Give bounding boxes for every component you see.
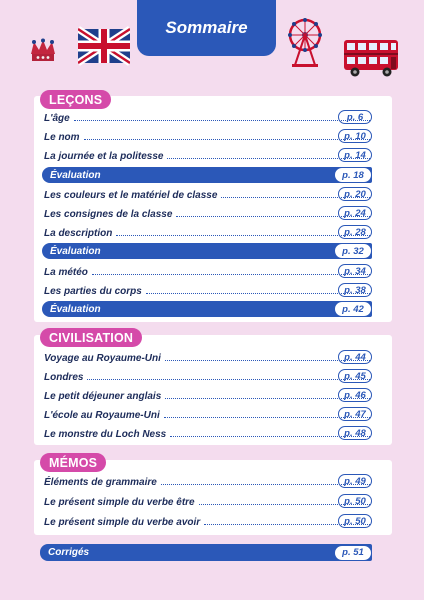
memos-card bbox=[34, 460, 392, 535]
toc-entry[interactable]: Le nom bbox=[44, 127, 374, 143]
toc-entry[interactable]: L'école au Royaume-Uni bbox=[44, 405, 374, 421]
page-number: p. 28 bbox=[338, 225, 372, 239]
page-number: p. 50 bbox=[338, 494, 372, 508]
evaluation-entry[interactable]: Évaluation p. 18 bbox=[42, 167, 372, 183]
page-number: p. 50 bbox=[338, 514, 372, 528]
toc-entry[interactable]: Le présent simple du verbe être bbox=[44, 492, 374, 508]
london-eye-icon bbox=[287, 15, 323, 74]
evaluation-entry[interactable]: Évaluation p. 42 bbox=[42, 301, 372, 317]
lecons-card bbox=[34, 96, 392, 322]
page-number: p. 14 bbox=[338, 148, 372, 162]
page-number: p. 6 bbox=[338, 110, 372, 124]
toc-entry[interactable]: Voyage au Royaume-Uni bbox=[44, 348, 374, 364]
page-number: p. 45 bbox=[338, 369, 372, 383]
page-number: p. 42 bbox=[334, 301, 372, 317]
crown-icon bbox=[28, 38, 58, 69]
section-label-memos: MÉMOS bbox=[40, 453, 107, 472]
toc-entry[interactable]: Les parties du corps bbox=[44, 281, 374, 297]
toc-entry[interactable]: L'âge bbox=[44, 108, 374, 124]
double-decker-bus-icon bbox=[342, 38, 400, 83]
toc-entry[interactable]: Les consignes de la classe bbox=[44, 204, 374, 220]
page-title: Sommaire bbox=[137, 0, 276, 56]
page-number: p. 51 bbox=[334, 544, 372, 561]
toc-entry[interactable]: Le petit déjeuner anglais bbox=[44, 386, 374, 402]
page-number: p. 49 bbox=[338, 474, 372, 488]
page-number: p. 44 bbox=[338, 350, 372, 364]
page-number: p. 47 bbox=[338, 407, 372, 421]
union-jack-flag-icon bbox=[76, 25, 132, 72]
toc-entry[interactable]: Les couleurs et le matériel de classe bbox=[44, 185, 374, 201]
page-number: p. 34 bbox=[338, 264, 372, 278]
toc-entry[interactable]: Le présent simple du verbe avoir bbox=[44, 512, 374, 528]
evaluation-entry[interactable]: Évaluation p. 32 bbox=[42, 243, 372, 259]
civilisation-card bbox=[34, 335, 392, 445]
toc-entry[interactable]: Éléments de grammaire bbox=[44, 472, 374, 488]
toc-entry[interactable]: La météo bbox=[44, 262, 374, 278]
toc-entry[interactable]: Le monstre du Loch Ness bbox=[44, 424, 374, 440]
page-number: p. 38 bbox=[338, 283, 372, 297]
page-number: p. 18 bbox=[334, 167, 372, 183]
page-number: p. 10 bbox=[338, 129, 372, 143]
page-number: p. 48 bbox=[338, 426, 372, 440]
page-number: p. 32 bbox=[334, 243, 372, 259]
page-number: p. 20 bbox=[338, 187, 372, 201]
toc-entry[interactable]: La journée et la politesse bbox=[44, 146, 374, 162]
corriges-entry[interactable]: Corrigés p. 51 bbox=[40, 544, 372, 561]
toc-entry[interactable]: La description bbox=[44, 223, 374, 239]
page-number: p. 24 bbox=[338, 206, 372, 220]
section-label-lecons: LEÇONS bbox=[40, 90, 112, 109]
page-title-text: Sommaire bbox=[165, 18, 248, 37]
toc-entry[interactable]: Londres bbox=[44, 367, 374, 383]
page-number: p. 46 bbox=[338, 388, 372, 402]
section-label-civilisation: CIVILISATION bbox=[40, 328, 143, 347]
